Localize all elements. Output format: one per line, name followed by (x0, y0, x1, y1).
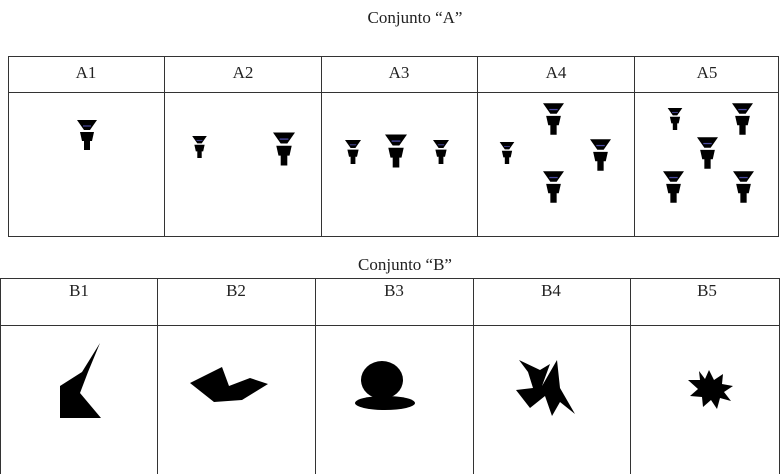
column-header: B2 (226, 281, 246, 300)
column-header: A4 (546, 63, 567, 82)
column-header: A3 (389, 63, 410, 82)
column-header: B3 (384, 281, 404, 300)
column-header: B4 (541, 281, 561, 300)
column-header: A2 (233, 63, 254, 82)
column-header: B1 (69, 281, 89, 300)
set-title: Conjunto “B” (358, 255, 452, 274)
column-header: B5 (697, 281, 717, 300)
column-header: A5 (697, 63, 718, 82)
table-a-grid (8, 56, 779, 237)
shapes (60, 343, 733, 418)
set-title: Conjunto “A” (368, 8, 463, 27)
figures (77, 102, 754, 204)
column-header: A1 (76, 63, 97, 82)
